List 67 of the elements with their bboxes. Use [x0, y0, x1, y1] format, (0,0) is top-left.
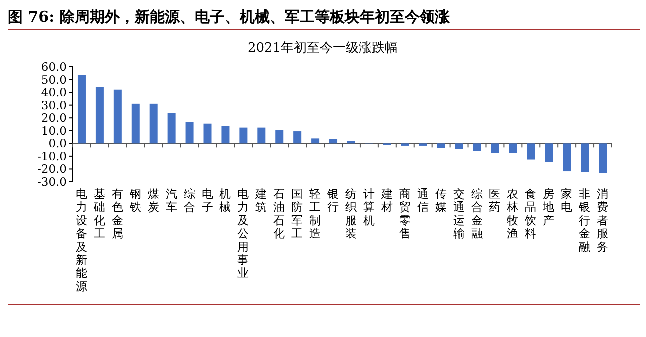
- x-tick-label: 家电: [561, 187, 574, 214]
- bar: [204, 124, 212, 144]
- bar: [312, 138, 320, 144]
- x-tick-label: 建材: [380, 187, 394, 214]
- x-tick-label: 银行: [326, 187, 340, 214]
- bar: [527, 144, 536, 160]
- x-tick-label: 综合: [184, 187, 196, 214]
- y-tick-label: 20.0: [41, 111, 67, 126]
- bar: [168, 113, 176, 144]
- bar: [132, 104, 140, 144]
- bar: [473, 144, 482, 152]
- bar: [258, 128, 266, 144]
- x-tick-label: 医药: [489, 187, 502, 214]
- x-tick-label: 传媒: [435, 187, 448, 214]
- y-tick-label: -20.0: [38, 162, 67, 176]
- bar: [545, 144, 554, 162]
- x-tick-label: 国防军工: [292, 187, 304, 241]
- chart-title: 图 76: 除周期外，新能源、电子、机械、军工等板块年初至今领涨: [8, 8, 451, 26]
- y-tick-label: -30.0: [38, 175, 67, 189]
- bar: [437, 144, 446, 148]
- y-tick-label: 0.0: [48, 136, 67, 151]
- x-tick-label: 计算机: [363, 187, 376, 228]
- x-tick-label: 消费者服务: [597, 187, 610, 254]
- x-tick-label: 通信: [417, 187, 430, 214]
- bar: [455, 144, 464, 150]
- bar: [186, 122, 194, 144]
- bar: [330, 139, 338, 144]
- x-tick-label: 钢铁: [128, 187, 142, 214]
- x-tick-label: 综合金融: [471, 187, 484, 241]
- y-tick-label: 10.0: [41, 124, 67, 138]
- x-tick-label: 电子: [202, 187, 214, 214]
- y-tick-label: 30.0: [41, 98, 67, 112]
- x-tick-label: 房地产: [542, 187, 556, 228]
- y-tick-label: 40.0: [41, 86, 67, 100]
- bar: [491, 144, 500, 154]
- y-tick-label: -10.0: [38, 149, 67, 164]
- bar: [599, 144, 608, 174]
- bar: [114, 90, 122, 144]
- x-tick-label: 商贸零售: [399, 187, 412, 241]
- bar: [509, 144, 518, 154]
- bar: [240, 128, 248, 144]
- bar: [150, 104, 158, 144]
- x-tick-label: 基础化工: [92, 187, 106, 241]
- x-tick-label: 煤炭: [148, 187, 160, 214]
- bar: [294, 132, 302, 144]
- x-tick-label: 建筑: [254, 187, 268, 214]
- x-tick-label: 石油石化: [274, 187, 286, 241]
- x-tick-label: 非银行金融: [578, 187, 592, 254]
- x-tick-label: 电力及公用事业: [238, 187, 250, 280]
- y-tick-label: 60.0: [41, 60, 67, 74]
- x-tick-label: 汽车: [166, 187, 178, 214]
- x-tick-label: 纺织服装: [345, 187, 358, 241]
- x-tick-label: 交通运输: [453, 187, 466, 241]
- bar: [563, 144, 572, 172]
- bar: [96, 87, 104, 144]
- bar: [581, 144, 590, 172]
- x-tick-label: 食品饮料: [524, 187, 538, 241]
- y-tick-label: 50.0: [41, 72, 67, 87]
- x-tick-label: 机械: [220, 187, 232, 214]
- bar: [222, 126, 230, 144]
- x-tick-label: 农林牧渔: [506, 187, 520, 241]
- x-tick-label: 有色金属: [112, 187, 124, 241]
- x-tick-label: 电力设备及新能源: [76, 187, 88, 294]
- x-tick-label: 轻工制造: [310, 187, 322, 241]
- bar: [78, 75, 86, 144]
- bar: [276, 130, 284, 144]
- chart-subtitle: 2021年初至今一级涨跌幅: [248, 41, 398, 56]
